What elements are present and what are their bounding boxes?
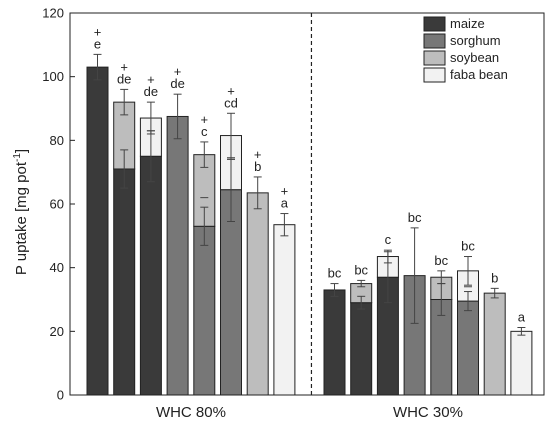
legend: maize sorghum soybean faba bean [423, 16, 508, 83]
significance-letter: c [385, 232, 392, 247]
axis-layer: 0 20 40 60 80 100 120 WHC 80% WHC 30% [42, 6, 545, 421]
significance-letter: c [201, 124, 208, 139]
y-tick-label: 80 [50, 133, 64, 148]
bar-segment-maize [350, 302, 373, 396]
significance-letter: de [144, 84, 158, 99]
significance-letter: de [117, 71, 131, 86]
y-axis-title-main: P uptake [mg pot [13, 161, 30, 275]
significance-plus: + [254, 147, 262, 162]
legend-swatch-maize [423, 16, 446, 32]
significance-letter: bc [434, 253, 448, 268]
bar-segment-maize [323, 289, 346, 396]
y-tick-label: 0 [57, 388, 64, 403]
y-axis-title-sup: -1 [12, 153, 23, 162]
significance-plus: + [201, 112, 209, 127]
bar-segment-sorghum [166, 115, 189, 396]
significance-letter: b [254, 159, 261, 174]
bar-segment-sorghum [193, 225, 216, 396]
significance-plus: + [120, 59, 128, 74]
significance-letter: a [518, 310, 526, 325]
bar-segment-maize [86, 66, 109, 396]
bar-segment-maize [113, 168, 136, 396]
legend-label-soybean: soybean [450, 50, 499, 65]
significance-letter: bc [408, 210, 422, 225]
legend-swatch-sorghum [423, 33, 446, 49]
y-tick-label: 40 [50, 260, 64, 275]
bar-segment-soybean [483, 292, 506, 396]
legend-swatch-faba-bean [423, 67, 446, 83]
y-tick-label: 20 [50, 324, 64, 339]
significance-plus: + [147, 72, 155, 87]
bar-segment-faba-bean [510, 330, 533, 396]
bar-segment-maize [139, 155, 162, 396]
x-group-label: WHC 30% [393, 404, 463, 421]
significance-letter: bc [354, 262, 368, 277]
significance-letter: cd [224, 95, 238, 110]
y-tick-label: 100 [42, 69, 64, 84]
bar-segment-faba-bean [273, 224, 296, 396]
significance-letter: de [170, 76, 184, 91]
significance-letter: b [491, 270, 498, 285]
significance-letter: e [94, 36, 101, 51]
bar-segment-soybean [246, 192, 269, 396]
legend-label-maize: maize [450, 16, 485, 31]
significance-letter: bc [328, 266, 342, 281]
y-tick-label: 120 [42, 6, 64, 21]
y-tick-label: 60 [50, 197, 64, 212]
significance-plus: + [174, 64, 182, 79]
significance-letter: a [281, 196, 289, 211]
legend-label-faba-bean: faba bean [450, 67, 508, 82]
significance-plus: + [94, 24, 102, 39]
significance-plus: + [281, 184, 289, 199]
significance-plus: + [227, 83, 235, 98]
bar-segment-sorghum [457, 300, 479, 396]
legend-label-sorghum: sorghum [450, 33, 501, 48]
y-axis-title: P uptake [mg pot-1] [12, 149, 30, 275]
legend-swatch-soybean [423, 50, 446, 66]
x-group-label: WHC 80% [156, 404, 226, 421]
significance-letter: bc [461, 239, 475, 254]
y-axis-title-close: ] [13, 149, 30, 153]
